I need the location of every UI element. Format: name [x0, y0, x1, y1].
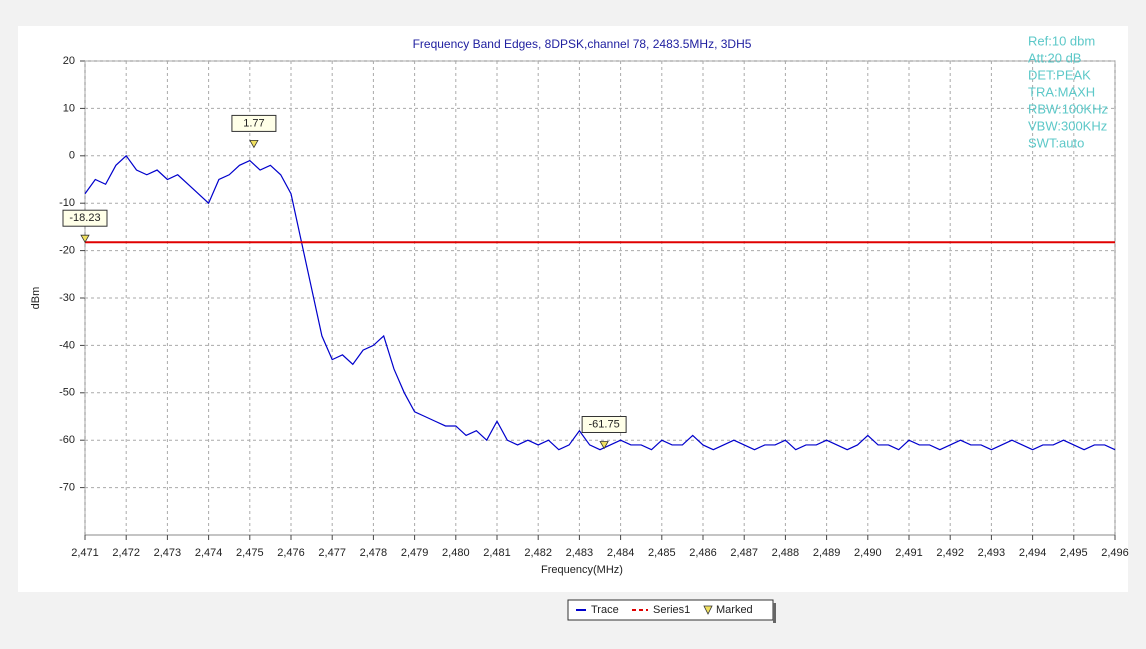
x-tick-label: 2,487	[730, 547, 758, 559]
x-tick-label: 2,485	[648, 547, 676, 559]
y-tick-label: 20	[63, 55, 75, 67]
x-tick-label: 2,471	[71, 547, 99, 559]
legend-label: Series1	[653, 604, 690, 616]
x-tick-label: 2,480	[442, 547, 470, 559]
x-tick-label: 2,472	[112, 547, 140, 559]
marker-label: 1.77	[243, 117, 264, 129]
legend-shadow	[773, 603, 776, 623]
marker-label: -18.23	[69, 212, 100, 224]
x-tick-label: 2,478	[360, 547, 388, 559]
legend-label: Marked	[716, 604, 753, 616]
x-tick-label: 2,488	[772, 547, 800, 559]
legend-swatch	[703, 605, 713, 615]
x-tick-label: 2,475	[236, 547, 264, 559]
x-tick-label: 2,481	[483, 547, 511, 559]
y-axis-label: dBm	[30, 287, 42, 310]
x-tick-label: 2,473	[154, 547, 182, 559]
y-tick-label: -30	[59, 292, 75, 304]
x-tick-label: 2,491	[895, 547, 923, 559]
annotation: RBW:100KHz	[1028, 101, 1108, 116]
x-tick-label: 2,492	[936, 547, 964, 559]
annotation: TRA:MAXH	[1028, 84, 1095, 99]
marker-label-box	[231, 114, 277, 132]
x-tick-label: 2,477	[318, 547, 346, 559]
marker-label-box	[581, 415, 627, 433]
y-tick-label: -60	[59, 434, 75, 446]
marker-label: -61.75	[589, 418, 620, 430]
y-tick-label: -50	[59, 387, 75, 399]
x-tick-label: 2,493	[978, 547, 1006, 559]
x-tick-label: 2,476	[277, 547, 305, 559]
plot-area	[84, 60, 1116, 536]
x-tick-label: 2,486	[689, 547, 717, 559]
x-tick-label: 2,482	[524, 547, 552, 559]
annotation: DET:PEAK	[1028, 67, 1091, 82]
marker-label-box	[62, 209, 108, 227]
y-tick-label: -20	[59, 245, 75, 257]
annotation: Att:20 dB	[1028, 50, 1081, 65]
marker	[80, 234, 90, 244]
legend: Trace Series1 Marked	[567, 599, 776, 623]
y-tick-label: -70	[59, 482, 75, 494]
x-tick-label: 2,494	[1019, 547, 1047, 559]
legend-label: Trace	[591, 604, 619, 616]
annotation: VBW:300KHz	[1028, 118, 1107, 133]
annotation: Ref:10 dbm	[1028, 33, 1095, 48]
y-tick-label: -10	[59, 197, 75, 209]
marker	[249, 140, 259, 149]
x-tick-label: 2,495	[1060, 547, 1088, 559]
x-tick-label: 2,479	[401, 547, 429, 559]
x-tick-label: 2,496	[1101, 547, 1129, 559]
y-tick-label: 10	[63, 102, 75, 114]
marker	[599, 441, 609, 450]
x-tick-label: 2,474	[195, 547, 223, 559]
x-tick-label: 2,484	[607, 547, 635, 559]
annotation: SWT:auto	[1028, 135, 1084, 150]
y-tick-label: -40	[59, 339, 75, 351]
y-tick-label: 0	[69, 150, 75, 162]
trace-line	[84, 154, 1116, 451]
x-tick-label: 2,490	[854, 547, 882, 559]
x-axis-label: Frequency(MHz)	[541, 564, 623, 576]
x-tick-label: 2,489	[813, 547, 841, 559]
chart-title: Frequency Band Edges, 8DPSK,channel 78, …	[413, 37, 752, 51]
x-tick-label: 2,483	[566, 547, 594, 559]
